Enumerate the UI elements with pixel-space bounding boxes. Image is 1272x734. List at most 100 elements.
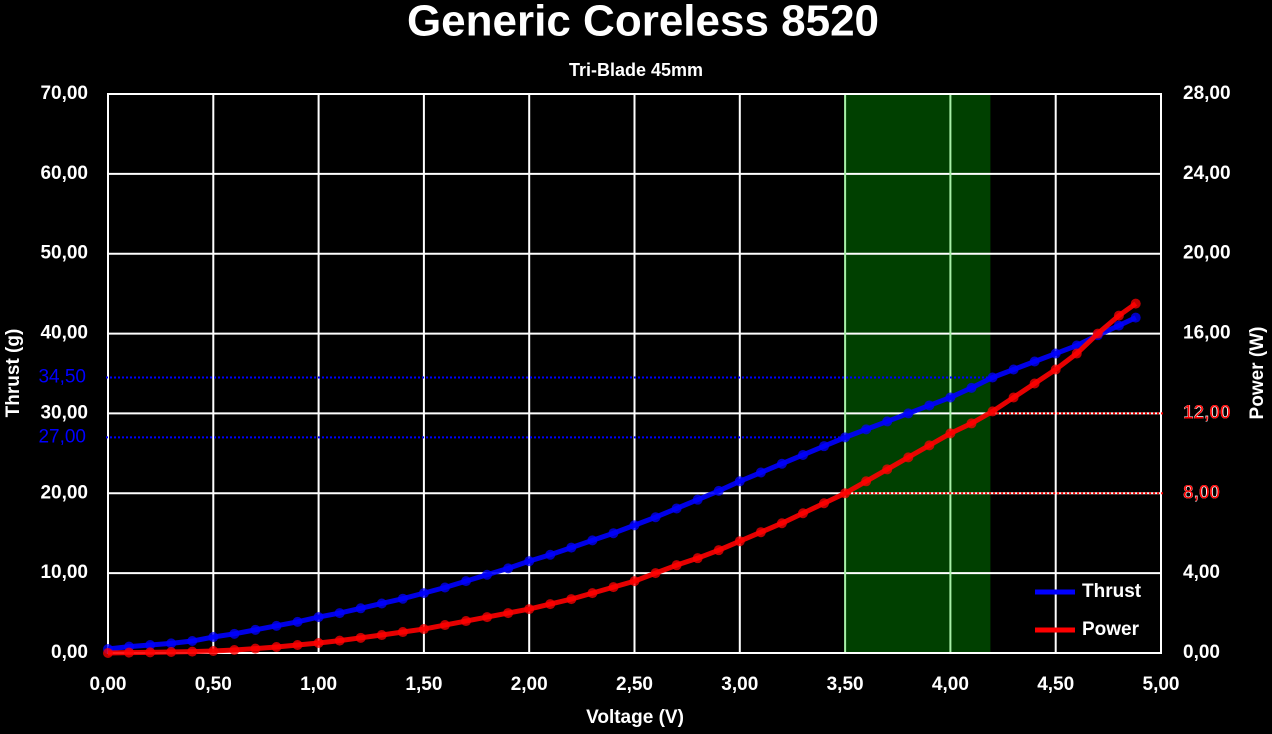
data-point <box>692 553 703 564</box>
data-point <box>755 527 766 538</box>
data-point <box>1071 348 1082 359</box>
x-tick-label: 1,50 <box>405 674 442 695</box>
y-tick-label: 10,00 <box>40 562 88 583</box>
plot-frame <box>107 93 1162 654</box>
data-point <box>124 647 135 658</box>
y2-tick-label: 8,00 <box>1183 482 1220 503</box>
data-point <box>840 432 851 443</box>
data-point <box>229 645 240 656</box>
data-point <box>334 635 345 646</box>
data-point <box>187 646 198 657</box>
data-point <box>1008 364 1019 375</box>
data-point <box>882 464 893 475</box>
data-point <box>692 494 703 505</box>
data-point <box>103 648 113 658</box>
x-tick-label: 0,50 <box>195 674 232 695</box>
x-tick-label: 4,00 <box>932 674 969 695</box>
legend-label: Power <box>1082 619 1140 640</box>
y-tick-label: 20,00 <box>40 482 88 503</box>
data-point <box>397 627 408 638</box>
data-point <box>482 612 493 623</box>
data-point <box>608 528 619 539</box>
data-point <box>608 582 619 593</box>
data-point <box>1130 312 1141 323</box>
data-point <box>1029 378 1040 389</box>
data-point <box>966 418 977 429</box>
y2-tick-label: 28,00 <box>1183 83 1231 104</box>
data-point <box>671 503 682 514</box>
data-point <box>439 582 450 593</box>
data-point <box>987 372 998 383</box>
data-point <box>545 599 556 610</box>
y-tick-label: 40,00 <box>40 323 88 344</box>
data-point <box>566 542 577 553</box>
data-point <box>629 520 640 531</box>
data-point <box>924 400 935 411</box>
chart-subtitle: Tri-Blade 45mm <box>569 60 703 80</box>
data-point <box>250 643 261 654</box>
data-point <box>292 616 303 627</box>
data-point <box>587 588 598 599</box>
data-point <box>734 476 745 487</box>
data-point <box>250 624 261 635</box>
data-point <box>945 392 956 403</box>
data-point <box>1008 392 1019 403</box>
x-tick-label: 5,00 <box>1143 674 1180 695</box>
data-point <box>819 498 830 509</box>
data-point <box>1050 364 1061 375</box>
reference-label: 12,00 <box>1183 402 1231 423</box>
data-point <box>376 630 387 641</box>
data-point <box>545 549 556 560</box>
data-point <box>903 408 914 419</box>
shaded-region <box>845 94 991 653</box>
data-point <box>776 518 787 529</box>
y-tick-label: 70,00 <box>40 83 88 104</box>
data-point <box>713 485 724 496</box>
y2-tick-label: 24,00 <box>1183 163 1231 184</box>
data-point <box>966 382 977 393</box>
data-point <box>755 467 766 478</box>
data-point <box>292 640 303 651</box>
x-axis-label: Voltage (V) <box>586 707 684 728</box>
data-point <box>418 588 429 599</box>
data-point <box>819 441 830 452</box>
data-point <box>145 647 156 658</box>
x-tick-label: 4,50 <box>1037 674 1074 695</box>
x-tick-label: 3,50 <box>827 674 864 695</box>
data-point <box>861 476 872 487</box>
data-point <box>503 563 514 574</box>
data-point <box>187 636 198 647</box>
data-point <box>166 638 177 649</box>
y-tick-label: 30,00 <box>40 402 88 423</box>
data-point <box>376 598 387 609</box>
reference-label: 34,50 <box>38 367 86 388</box>
y-tick-label: 60,00 <box>40 163 88 184</box>
data-point <box>313 638 324 649</box>
data-point <box>945 428 956 439</box>
data-point <box>924 440 935 451</box>
data-point <box>882 416 893 427</box>
x-tick-label: 2,50 <box>616 674 653 695</box>
data-point <box>271 642 282 653</box>
data-point <box>650 568 661 579</box>
data-point <box>903 452 914 463</box>
y-tick-label: 0,00 <box>51 642 88 663</box>
x-tick-label: 0,00 <box>90 674 127 695</box>
data-point <box>208 646 219 657</box>
data-point <box>1092 328 1103 339</box>
y2-tick-label: 4,00 <box>1183 562 1220 583</box>
data-point <box>797 449 808 460</box>
data-point <box>776 458 787 469</box>
data-point <box>566 594 577 605</box>
y-axis-label: Thrust (g) <box>3 329 24 418</box>
data-point <box>650 512 661 523</box>
data-point <box>1029 356 1040 367</box>
data-point <box>861 424 872 435</box>
data-point <box>334 608 345 619</box>
data-point <box>629 576 640 587</box>
data-point <box>208 632 219 643</box>
chart-title: Generic Coreless 8520 <box>407 0 879 46</box>
data-point <box>587 535 598 546</box>
data-point <box>482 569 493 580</box>
